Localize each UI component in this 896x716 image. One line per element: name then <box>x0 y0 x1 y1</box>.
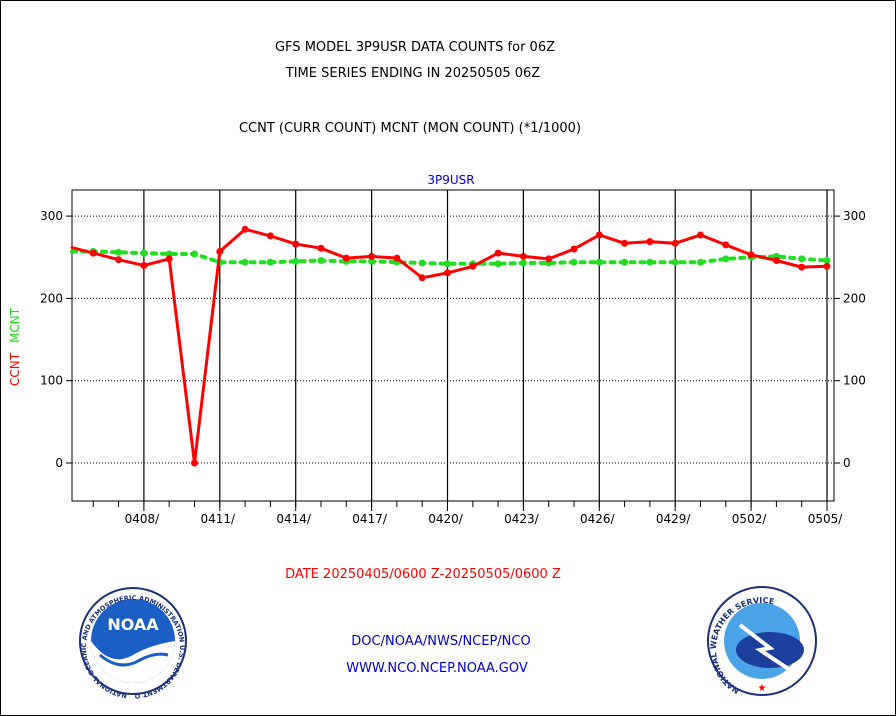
data-point-mcnt <box>697 258 704 266</box>
data-point-ccnt <box>722 241 730 249</box>
x-tick-label: 0420/ <box>428 512 464 526</box>
x-tick-label: 0505/ <box>808 512 844 526</box>
plot-series <box>70 225 831 467</box>
data-point-ccnt <box>444 269 451 277</box>
y-tick-label-right: 0 <box>843 456 851 470</box>
data-point-mcnt <box>418 259 426 267</box>
nws-logo: NATIONAL WEATHER SERVICE ★ <box>707 586 817 696</box>
data-point-ccnt <box>89 249 97 257</box>
y-tick-label-left: 300 <box>40 209 63 223</box>
data-point-ccnt <box>798 263 806 271</box>
data-point-mcnt <box>165 250 173 258</box>
data-point-ccnt <box>772 257 780 264</box>
y-tick-label-right: 200 <box>843 291 866 305</box>
nws-star-icon: ★ <box>758 683 767 694</box>
data-point-mcnt <box>115 248 123 256</box>
data-point-mcnt <box>570 258 578 266</box>
data-point-ccnt <box>317 244 325 252</box>
data-point-mcnt <box>494 260 502 268</box>
noaa-logo-text: NOAA <box>107 615 159 634</box>
data-point-ccnt <box>140 262 148 269</box>
data-point-mcnt <box>621 258 629 266</box>
x-axis-label: DATE 20250405/0600 Z-20250505/0600 Z <box>285 567 561 582</box>
plot-border <box>71 189 835 502</box>
x-tick-label: 0426/ <box>580 512 616 526</box>
data-point-mcnt <box>519 259 527 267</box>
data-point-ccnt <box>368 252 376 260</box>
data-point-ccnt <box>545 255 553 263</box>
data-point-mcnt <box>823 257 831 264</box>
plot-axes: 0 0 100 100 200 200 300 300 0408/0411/0414/0417/… <box>40 209 866 526</box>
data-point-ccnt <box>823 262 831 270</box>
data-point-mcnt <box>266 258 274 266</box>
y-tick-label-left: 100 <box>40 374 63 388</box>
panel-title: 3P9USR <box>427 173 474 187</box>
data-point-mcnt <box>671 258 679 266</box>
y-tick-label-right: 100 <box>843 374 866 388</box>
data-point-mcnt <box>140 249 148 257</box>
data-point-ccnt <box>621 239 629 247</box>
x-tick-label: 0423/ <box>504 512 540 526</box>
y-axis-label-mcnt: MCNT <box>8 307 22 343</box>
chart-title-line2: TIME SERIES ENDING IN 20250505 06Z <box>285 66 541 81</box>
data-point-ccnt <box>241 225 249 233</box>
x-tick-label: 0502/ <box>732 512 768 526</box>
data-point-ccnt <box>494 249 502 257</box>
y-tick-label-left: 0 <box>55 456 63 470</box>
data-point-mcnt <box>317 257 325 264</box>
data-point-ccnt <box>469 262 477 270</box>
data-point-ccnt <box>418 274 426 282</box>
data-point-ccnt <box>519 252 527 260</box>
data-point-ccnt <box>342 254 350 262</box>
data-point-ccnt <box>671 239 679 247</box>
data-point-mcnt <box>292 257 300 265</box>
x-tick-label: 0414/ <box>276 512 312 526</box>
data-point-mcnt <box>444 260 451 268</box>
data-point-ccnt <box>292 240 300 248</box>
data-point-ccnt <box>646 238 654 246</box>
data-point-ccnt <box>165 255 173 263</box>
data-point-mcnt <box>722 255 730 263</box>
x-tick-label: 0408/ <box>125 512 161 526</box>
data-point-mcnt <box>798 255 806 263</box>
x-tick-label: 0429/ <box>656 512 692 526</box>
data-point-ccnt <box>570 245 578 253</box>
data-point-ccnt <box>266 232 274 240</box>
y-tick-label-right: 300 <box>843 209 866 223</box>
noaa-logo: NOAA NATIONAL OCEANIC AND ATMOSPHERIC AD… <box>0 0 187 700</box>
data-point-ccnt <box>393 254 401 262</box>
y-axis-label: CCNT MCNT <box>8 307 22 386</box>
x-tick-label: 0417/ <box>352 512 388 526</box>
data-point-mcnt <box>595 258 603 266</box>
data-point-mcnt <box>191 250 198 258</box>
data-point-ccnt <box>697 231 704 239</box>
plot-grid <box>72 190 834 501</box>
footer-url-line: WWW.NCO.NCEP.NOAA.GOV <box>346 661 528 676</box>
chart-title-line1: GFS MODEL 3P9USR DATA COUNTS for 06Z <box>275 40 555 55</box>
footer-org-line: DOC/NOAA/NWS/NCEP/NCO <box>351 634 530 649</box>
data-point-ccnt <box>216 248 224 255</box>
data-point-ccnt <box>595 231 603 239</box>
y-tick-label-left: 200 <box>40 291 63 305</box>
y-axis-label-ccnt: CCNT <box>8 352 22 386</box>
chart-subtitle: CCNT (CURR COUNT) MCNT (MON COUNT) (*1/1… <box>239 121 581 136</box>
x-tick-label: 0411/ <box>201 512 237 526</box>
data-point-mcnt <box>241 258 249 266</box>
data-point-ccnt <box>191 459 198 467</box>
data-point-ccnt <box>115 256 123 264</box>
data-point-mcnt <box>646 258 654 266</box>
data-point-ccnt <box>747 251 755 259</box>
data-point-mcnt <box>368 257 376 265</box>
